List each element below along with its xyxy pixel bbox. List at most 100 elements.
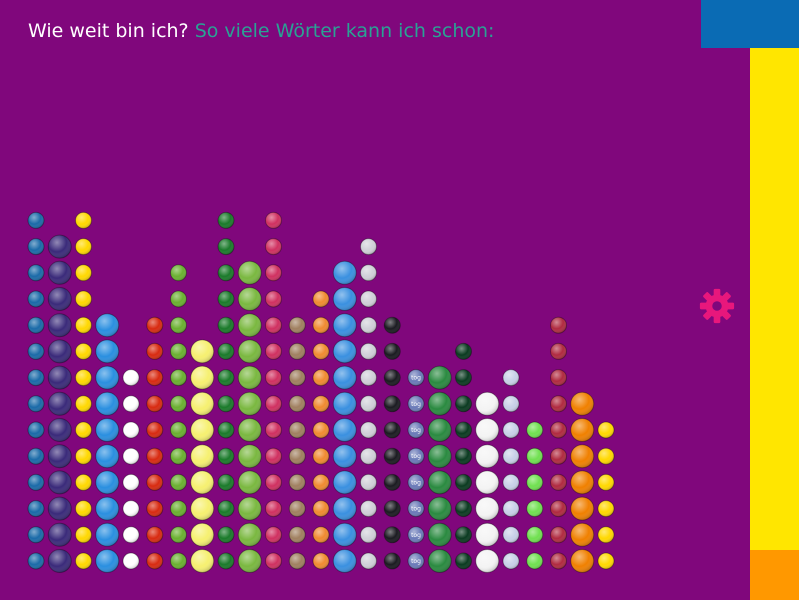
- word-dot-shading: [75, 238, 92, 255]
- word-dot-shading: [313, 448, 329, 465]
- word-dot-shading: [384, 422, 401, 438]
- word-dot-shading: [265, 264, 282, 281]
- word-dot-shading: [428, 366, 452, 390]
- word-dot-shading: [75, 474, 92, 491]
- word-dot-shading: [170, 369, 187, 386]
- word-dot-shading: [333, 392, 357, 416]
- word-dot-shading: [170, 395, 187, 412]
- page-title: Wie weit bin ich? So viele Wörter kann i…: [28, 20, 494, 42]
- word-dot-shading: [428, 470, 452, 494]
- word-dot-shading: [123, 448, 139, 465]
- word-dot-shading: [190, 523, 214, 547]
- settings-button[interactable]: [697, 286, 737, 326]
- word-dot-shading: [408, 448, 424, 465]
- word-dot-shading: [170, 422, 187, 438]
- word-dot-shading: [28, 317, 44, 334]
- word-dot-shading: [313, 317, 329, 334]
- word-dot-shading: [475, 497, 499, 521]
- word-dot-shading: [238, 497, 262, 521]
- word-dot-shading: [313, 291, 329, 307]
- word-dot-shading: [146, 369, 163, 386]
- word-dot-shading: [95, 523, 119, 547]
- word-dot-shading: [360, 395, 377, 412]
- word-dot-shading: [384, 317, 401, 334]
- word-dot-shading: [428, 497, 452, 521]
- word-dot-shading: [75, 343, 92, 360]
- word-dot-shading: [455, 343, 472, 360]
- word-dot-shading: [95, 339, 119, 363]
- word-dot-shading: [238, 523, 262, 547]
- word-dot-shading: [333, 339, 357, 363]
- word-dot-shading: [28, 553, 44, 569]
- word-dot-shading: [408, 369, 424, 386]
- word-dot-shading: [146, 317, 163, 334]
- word-dot-shading: [170, 474, 187, 491]
- word-dot-shading: [170, 291, 187, 307]
- word-dot-label: tog: [411, 532, 421, 539]
- word-dot-shading: [48, 418, 72, 442]
- word-dot-shading: [265, 291, 282, 307]
- word-dot-shading: [333, 287, 357, 311]
- word-dot-shading: [48, 523, 72, 547]
- word-dot-shading: [408, 474, 424, 491]
- word-dot-shading: [333, 470, 357, 494]
- word-dot-shading: [95, 392, 119, 416]
- word-dot-shading: [360, 317, 377, 334]
- word-dot-label: tog: [411, 453, 421, 460]
- word-dot-shading: [384, 474, 401, 491]
- word-dot-shading: [28, 238, 44, 255]
- word-dot-shading: [146, 448, 163, 465]
- word-dot-shading: [48, 366, 72, 390]
- word-dot-shading: [384, 526, 401, 543]
- word-dot-shading: [75, 212, 92, 229]
- word-dot-shading: [503, 369, 519, 386]
- word-dot-shading: [313, 395, 329, 412]
- word-dot-shading: [360, 343, 377, 360]
- word-dot-shading: [218, 448, 234, 465]
- word-dot-shading: [526, 526, 543, 543]
- word-dot-shading: [265, 526, 282, 543]
- word-dot-shading: [190, 392, 214, 416]
- word-dot-shading: [95, 313, 119, 337]
- word-dot-shading: [48, 470, 72, 494]
- word-dot-shading: [75, 291, 92, 307]
- word-dot-shading: [550, 422, 567, 438]
- word-dot-shading: [598, 553, 614, 569]
- word-dot-shading: [170, 317, 187, 334]
- word-dot-shading: [526, 553, 543, 569]
- word-dot-shading: [123, 553, 139, 569]
- word-dot-shading: [265, 474, 282, 491]
- word-dot-shading: [550, 448, 567, 465]
- word-dot-shading: [360, 291, 377, 307]
- word-dot-shading: [428, 444, 452, 468]
- word-dot-shading: [95, 444, 119, 468]
- word-dot-shading: [289, 553, 306, 569]
- word-dot-shading: [28, 422, 44, 438]
- word-dot-shading: [218, 238, 234, 255]
- corner-orange-block: [750, 550, 799, 600]
- word-dot-shading: [313, 369, 329, 386]
- word-dot-shading: [48, 339, 72, 363]
- side-panel: [750, 48, 799, 550]
- word-dot-shading: [313, 500, 329, 517]
- word-dot-shading: [48, 287, 72, 311]
- word-dot-shading: [218, 474, 234, 491]
- word-dot-shading: [146, 474, 163, 491]
- word-dot-shading: [218, 212, 234, 229]
- word-dot-shading: [360, 526, 377, 543]
- word-dot-shading: [238, 287, 262, 311]
- word-dot-shading: [146, 500, 163, 517]
- word-dot-shading: [570, 497, 594, 521]
- word-dot-shading: [218, 526, 234, 543]
- word-dot-shading: [146, 395, 163, 412]
- word-dot-shading: [265, 422, 282, 438]
- word-dot-shading: [455, 395, 472, 412]
- word-dot-shading: [75, 422, 92, 438]
- word-dot-shading: [265, 343, 282, 360]
- title-subtitle: So viele Wörter kann ich schon:: [194, 20, 495, 42]
- word-dot-shading: [28, 291, 44, 307]
- word-dot-shading: [190, 497, 214, 521]
- word-dot-shading: [333, 444, 357, 468]
- word-dot-shading: [526, 474, 543, 491]
- word-dot-shading: [384, 448, 401, 465]
